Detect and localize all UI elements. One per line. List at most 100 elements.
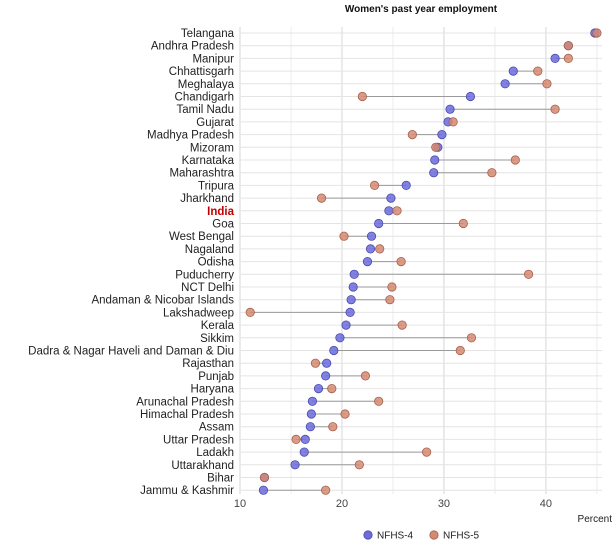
point-nfhs-5 [542,79,552,89]
point-nfhs-5 [385,295,395,305]
category-label-kerala: Kerala [201,320,235,332]
point-nfhs-5 [396,256,406,267]
legend-label-nfhs-5: NFHS-5 [443,531,480,542]
point-nfhs-4 [306,409,316,419]
point-nfhs-4 [429,168,439,178]
x-axis-title: Percent [578,514,613,525]
category-label-jharkhand: Jharkhand [180,193,234,205]
point-nfhs-5 [340,409,350,419]
point-nfhs-4 [384,206,394,216]
category-label-andaman-and-nicobar-islands: Andaman & Nicobar Islands [91,295,234,307]
x-tick-label: 20 [336,498,348,510]
chart-title: Women's past year employment [345,4,498,15]
point-nfhs-5 [357,91,367,102]
point-nfhs-4 [362,256,373,267]
category-label-puducherry: Puducherry [175,269,234,281]
point-nfhs-4 [300,434,310,444]
legend-marker-nfhs-5 [429,530,439,540]
point-nfhs-4 [401,180,411,190]
point-nfhs-5 [245,307,255,317]
data-points [245,28,602,495]
category-label-gujarat: Gujarat [196,117,235,129]
category-label-nagaland: Nagaland [185,244,234,256]
category-label-karnataka: Karnataka [182,155,235,167]
point-nfhs-4 [346,295,356,305]
category-label-rajasthan: Rajasthan [182,358,234,370]
point-nfhs-5 [592,28,602,38]
category-label-assam: Assam [199,422,234,434]
point-nfhs-5 [397,320,407,330]
category-label-uttarakhand: Uttarakhand [171,460,234,472]
point-nfhs-4 [322,358,332,368]
point-nfhs-5 [310,358,321,368]
category-label-bihar: Bihar [207,473,234,485]
category-label-india: India [207,206,234,218]
point-nfhs-5 [259,472,270,483]
point-nfhs-4 [329,345,339,356]
x-tick-label: 30 [438,498,450,510]
point-nfhs-4 [500,79,510,89]
point-nfhs-4 [305,422,315,432]
category-label-sikkim: Sikkim [200,333,234,345]
category-label-nct-delhi: NCT Delhi [181,282,234,294]
category-label-himachal-pradesh: Himachal Pradesh [140,409,234,421]
category-label-dadra-and-nagar-haveli-and-daman-and-diu: Dadra & Nagar Haveli and Daman & Diu [28,346,234,358]
point-nfhs-5 [375,244,385,254]
point-nfhs-4 [465,91,476,102]
point-nfhs-5 [316,193,327,203]
point-nfhs-4 [335,333,345,343]
point-nfhs-4 [508,66,518,76]
x-axis-ticks: 10 20 30 40 [234,498,552,510]
point-nfhs-4 [437,130,447,140]
point-nfhs-4 [374,218,384,229]
legend-marker-nfhs-4 [363,530,373,540]
point-nfhs-5 [392,206,402,216]
point-nfhs-5 [431,142,441,152]
point-nfhs-4 [365,244,376,254]
point-nfhs-5 [510,155,520,165]
point-nfhs-4 [313,383,324,394]
point-nfhs-5 [354,460,364,470]
point-nfhs-5 [448,117,458,127]
point-nfhs-5 [387,282,397,292]
category-label-lakshadweep: Lakshadweep [163,307,234,319]
point-nfhs-4 [290,460,300,470]
category-label-ladakh: Ladakh [196,447,234,459]
point-nfhs-4 [258,485,269,495]
point-nfhs-5 [523,269,534,279]
point-nfhs-5 [374,396,384,406]
point-nfhs-4 [430,155,440,165]
category-label-tripura: Tripura [198,180,235,192]
point-nfhs-5 [487,168,497,178]
category-label-madhya-pradesh: Madhya Pradesh [147,130,234,142]
point-nfhs-4 [345,307,355,317]
point-nfhs-4 [299,447,309,457]
point-nfhs-4 [341,320,351,330]
point-nfhs-5 [455,345,465,356]
legend-label-nfhs-4: NFHS-4 [377,531,414,542]
grid [239,27,602,494]
point-nfhs-4 [445,104,455,114]
category-label-andhra-pradesh: Andhra Pradesh [151,41,234,53]
category-label-maharashtra: Maharashtra [169,168,234,180]
point-nfhs-5 [466,333,477,343]
point-nfhs-5 [370,180,380,190]
point-nfhs-5 [360,371,371,381]
point-nfhs-4 [349,269,359,279]
category-label-haryana: Haryana [191,384,235,396]
point-nfhs-5 [339,231,349,241]
point-nfhs-4 [321,371,331,381]
category-label-goa: Goa [212,219,234,231]
point-nfhs-5 [328,422,338,432]
point-nfhs-5 [563,41,573,51]
category-label-chandigarh: Chandigarh [175,92,234,104]
point-nfhs-4 [366,231,377,241]
category-label-punjab: Punjab [198,371,234,383]
category-label-manipur: Manipur [192,53,234,65]
legend: NFHS-4 NFHS-5 [363,530,480,542]
category-label-meghalaya: Meghalaya [178,79,235,91]
category-label-mizoram: Mizoram [190,142,234,154]
point-nfhs-5 [563,53,573,64]
point-nfhs-4 [307,396,317,406]
